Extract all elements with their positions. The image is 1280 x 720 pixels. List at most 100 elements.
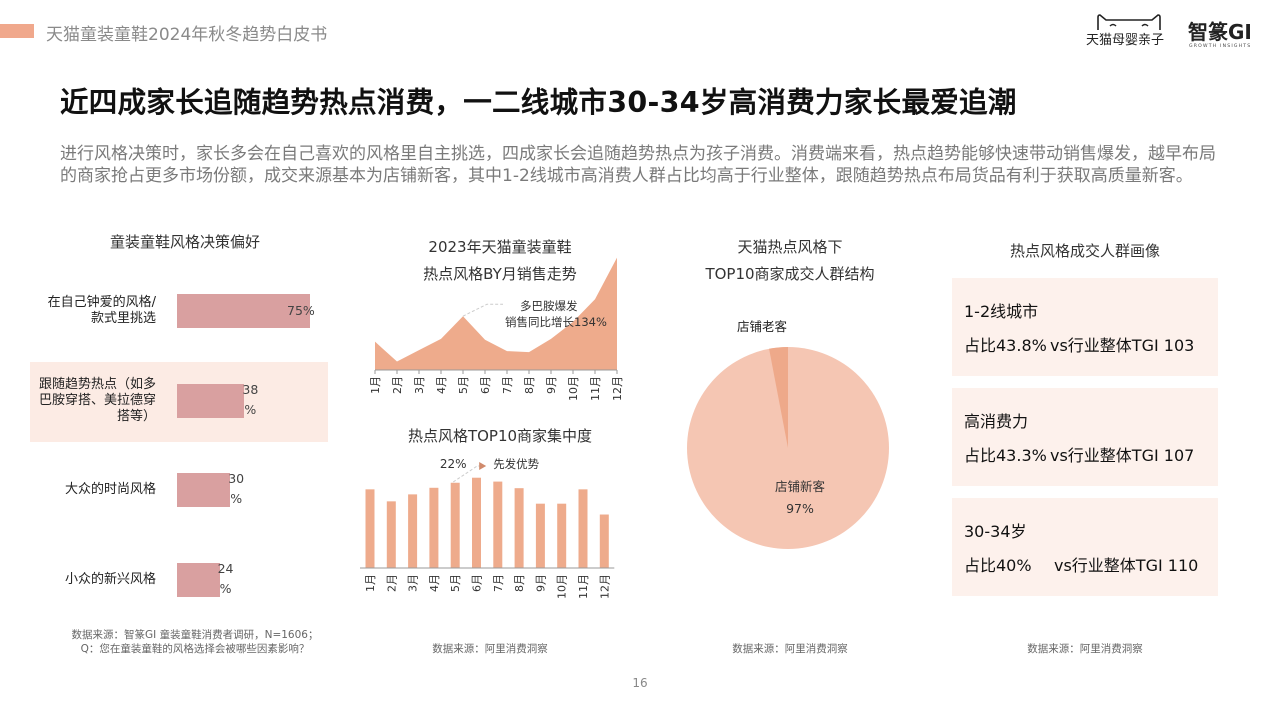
report-title: 天猫童装童鞋2024年秋冬趋势白皮书 [46,25,328,45]
bar-mark [177,473,231,507]
page-title: 近四成家长追随趋势热点消费，一二线城市30-34岁高消费力家长最爱追潮 [60,86,1017,119]
bar-category-label: 在自己钟爱的风格/款式里挑选 [20,295,156,327]
tmall-logo: 天猫母婴亲子 [1086,14,1172,48]
concentration-bar [557,503,567,568]
bar-value-label: 24% [215,559,237,599]
buyer-structure-chart-title: 天猫热点风格下 TOP10商家成交人群结构 [660,234,920,288]
concentration-bar [514,488,524,568]
cat-head-icon [1097,14,1161,30]
sales-area-series [375,257,617,370]
x-tick-label: 8月 [523,376,536,394]
annotation-text: 先发优势 [493,457,539,471]
x-tick-label: 12月 [611,376,624,401]
x-tick-label: 5月 [449,574,462,592]
concentration-bar [386,501,396,568]
bar-category-label: 小众的新兴风格 [20,572,156,588]
audience-card-age: 30-34岁 占比40% vs行业整体TGI 110 [952,498,1218,596]
bar-category-label-line: 巴胺穿搭、美拉德穿 [38,393,156,408]
annotation-value-label: 22% [440,457,467,471]
bar-category-label-line: 跟随趋势热点（如多 [38,377,156,392]
concentration-bar [450,482,460,568]
audience-card-tgi: vs行业整体TGI 103 [1050,336,1195,355]
monthly-sales-chart-title: 2023年天猫童装童鞋 热点风格BY月销售走势 [360,234,640,288]
x-tick-label: 1月 [369,376,382,394]
monthly-sales-area-chart: 1月 2月 3月 4月 5月 6月 7月 8月 9月 10月 11月 12月 多巴胺爆发销售同比增长13… [369,257,624,401]
audience-card-label: 高消费力 [964,412,1029,431]
audience-portrait-source: 数据来源：阿里消费洞察 [1027,643,1143,655]
bar-value-label: 38% [239,380,261,420]
concentration-bar [365,489,375,568]
audience-card-spending-power: 高消费力 占比43.3% vs行业整体TGI 107 [952,388,1218,486]
x-tick-label: 8月 [513,574,526,592]
audience-card-city-tier: 1-2线城市 占比43.8% vs行业整体TGI 103 [952,278,1218,376]
x-tick-label: 10月 [556,574,569,599]
buyer-structure-source: 数据来源：阿里消费洞察 [732,643,848,655]
audience-portrait-title: 热点风格成交人群画像 [1009,242,1160,260]
buyer-structure-chart-title-line1: 天猫热点风格下 [737,238,843,256]
buyer-structure-chart-title-line2: TOP10商家成交人群结构 [705,265,875,283]
pie-label-returning: 店铺老客 [737,319,788,334]
x-tick-label: 11月 [577,574,590,599]
audience-card-tgi: vs行业整体TGI 107 [1050,446,1195,465]
x-tick-label: 4月 [428,574,441,592]
header-accent-bar [0,24,34,38]
concentration-bar [535,503,545,568]
pie-slice-returning-customers [769,347,788,448]
x-tick-label: 1月 [364,574,377,592]
bar-value-label-line: % [244,402,257,417]
summary-paragraph: 进行风格决策时，家长多会在自己喜欢的风格里自主挑选，四成家长会追随趋势热点为孩子… [60,144,1216,186]
x-tick-label: 7月 [501,376,514,394]
annotation-arrow-icon [479,462,487,470]
bar-mark [177,563,220,597]
bar-category-label-line: 小众的新兴风格 [64,572,156,587]
gi-logo-subtext: GROWTH INSIGHTS [1189,44,1252,49]
bar-category-label-line: 大众的时尚风格 [64,482,156,497]
bar-category-label-line: 搭等） [116,409,156,424]
bar-value-label-line: 24 [217,561,234,576]
bar-value-label-line: 75% [287,303,315,318]
audience-card-share: 占比43.3% [964,446,1047,465]
pie-label-new: 店铺新客 [775,479,826,494]
x-tick-label: 2月 [391,376,404,394]
x-tick-label: 10月 [567,376,580,401]
bar-category-label: 跟随趋势热点（如多 巴胺穿搭、美拉德穿 搭等） [20,377,156,425]
bar-value-label-line: 38 [242,382,259,397]
bar-value-label: 30% [225,469,247,509]
bar-mark [177,294,310,328]
bar-value-label-line: 30 [228,471,245,486]
gi-logo-text: 智篆GI [1188,20,1252,44]
x-tick-label: 3月 [413,376,426,394]
bar-category-label-line: 款式里挑选 [90,311,156,326]
gi-logo: 智篆GI GROWTH INSIGHTS [1188,16,1268,50]
x-tick-label: 9月 [545,376,558,394]
audience-card-share: 占比43.8% [964,336,1047,355]
x-tick-label: 5月 [457,376,470,394]
tmall-logo-text: 天猫母婴亲子 [1086,33,1165,48]
merchant-concentration-source: 数据来源：阿里消费洞察 [432,643,548,655]
audience-card-label: 1-2线城市 [964,302,1039,321]
style-preference-source: 数据来源：智篆GI 童装童鞋消费者调研，N=1606；Q：您在童装童鞋的风格选择… [71,629,319,655]
annotation-leader-line [462,303,503,317]
bar-value-label-line: % [230,491,243,506]
monthly-sales-chart-title-line2: 热点风格BY月销售走势 [423,265,577,283]
page-number: 16 [632,676,648,690]
bar-category-label: 大众的时尚风格 [20,482,156,498]
concentration-bar [578,489,588,568]
x-tick-label: 4月 [435,376,448,394]
merchant-concentration-bar-chart: 1月 2月 3月 4月 5月 6月 7月 8月 9月 10月 11月 12月 22% 先发优势 [360,457,615,599]
audience-card-label: 30-34岁 [964,522,1027,541]
merchant-concentration-chart-title: 热点风格TOP10商家集中度 [407,427,593,445]
x-tick-label: 9月 [534,574,547,592]
bar-value-label-line: % [219,581,232,596]
x-tick-label: 3月 [407,574,420,592]
annotation-text: 多巴胺爆发 [520,299,578,313]
concentration-bar [429,487,439,568]
style-preference-chart-title: 童装童鞋风格决策偏好 [109,233,260,251]
bar-category-label-line: 在自己钟爱的风格/ [47,295,156,310]
x-tick-label: 12月 [598,574,611,599]
bar-mark [177,384,245,418]
concentration-bar [408,494,418,568]
x-tick-label: 7月 [492,574,505,592]
concentration-bar [493,481,503,568]
